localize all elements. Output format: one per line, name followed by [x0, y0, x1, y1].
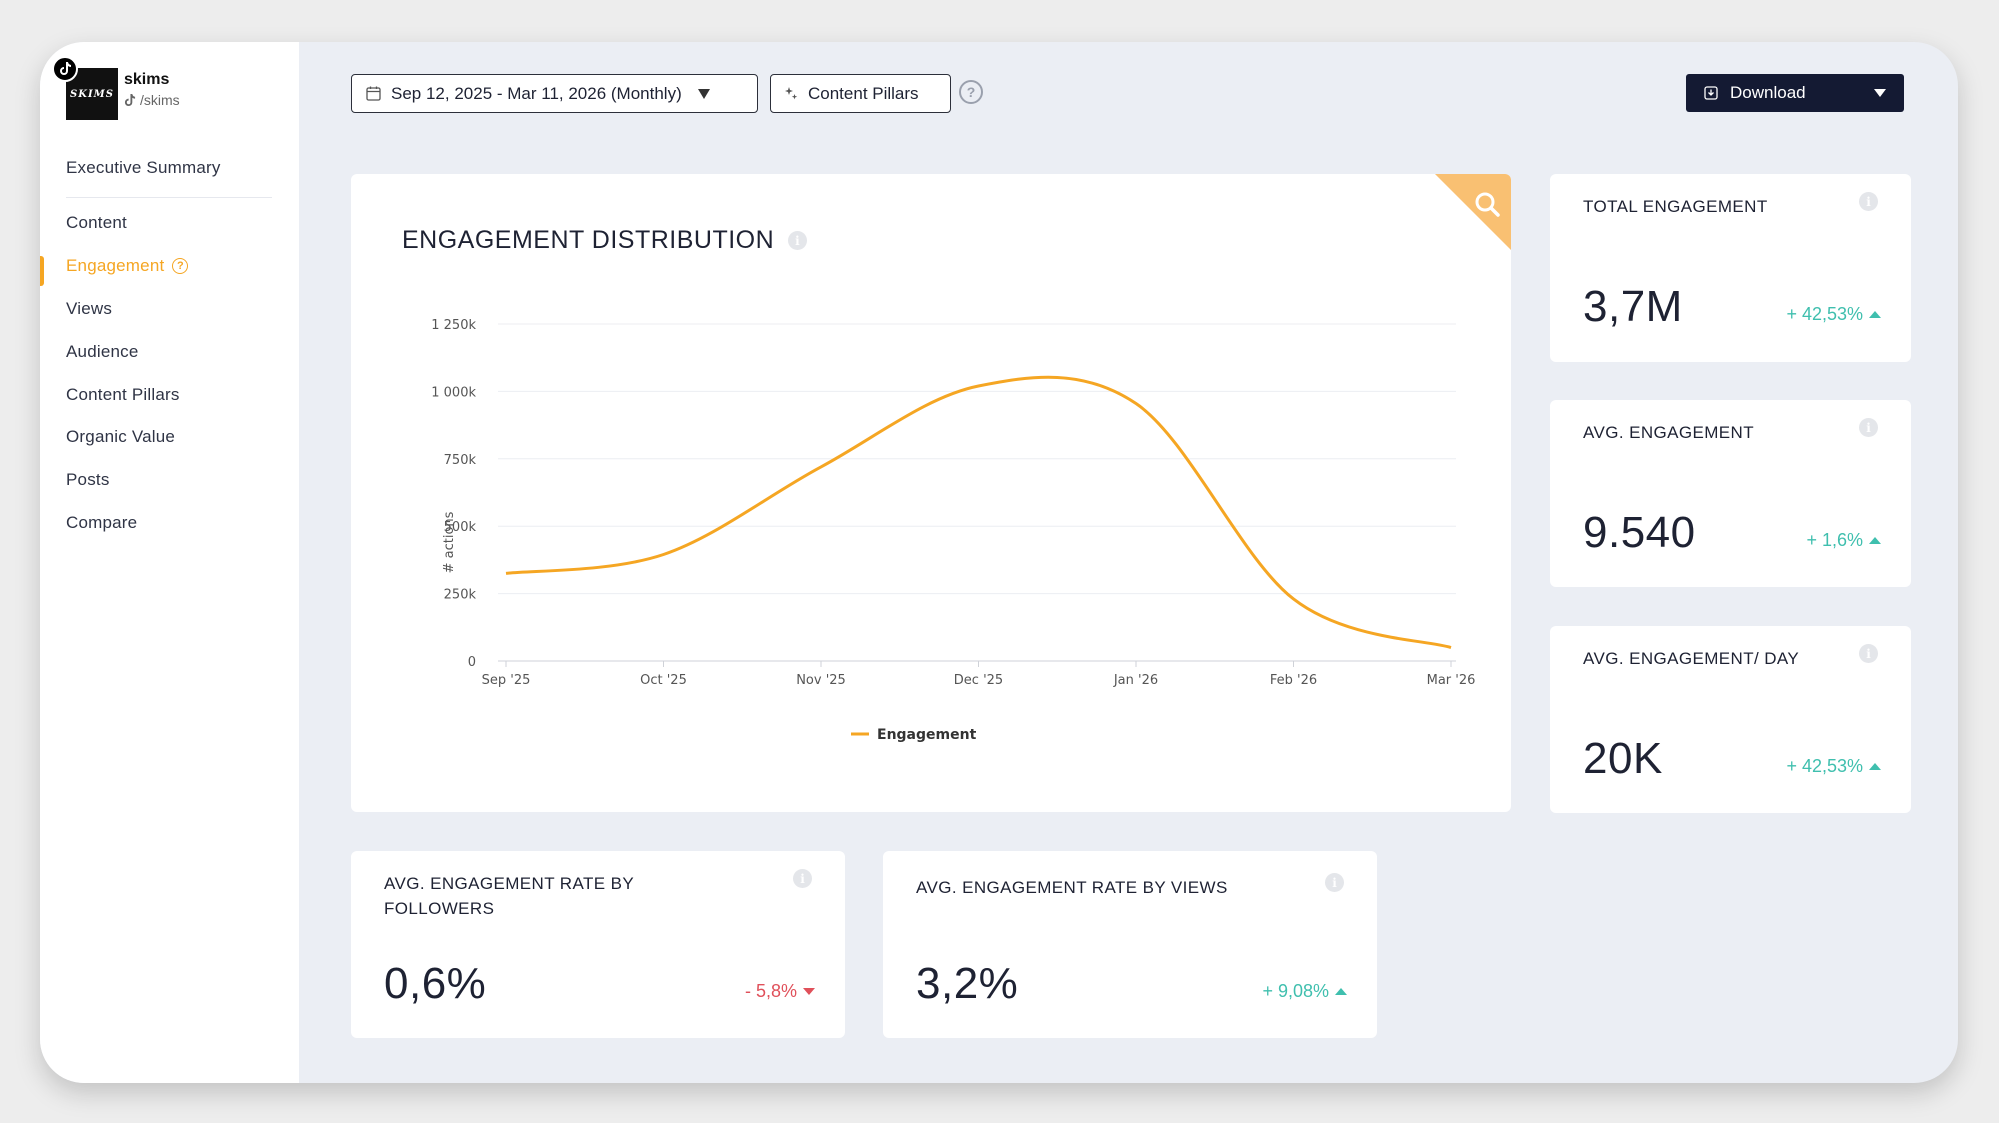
sidebar: SKIMS skims /skims Executive Summary Con… [40, 42, 299, 1083]
stat-change-text: + 42,53% [1786, 304, 1863, 324]
legend-label[interactable]: Engagement [877, 727, 977, 743]
nav-posts[interactable]: Posts [66, 470, 110, 489]
x-tick-label: Jan '26 [1113, 673, 1158, 688]
stat-value: 9.540 [1583, 508, 1696, 557]
date-range-select[interactable]: Sep 12, 2025 - Mar 11, 2026 (Monthly) [351, 74, 758, 113]
x-tick-label: Feb '26 [1270, 673, 1317, 688]
download-button[interactable]: Download [1686, 74, 1904, 112]
arrow-up-icon [1869, 763, 1881, 770]
info-icon[interactable]: i [1859, 418, 1878, 437]
y-tick-label: 250k [444, 588, 477, 603]
stat-label: TOTAL ENGAGEMENT [1583, 197, 1768, 216]
series-line-engagement [505, 375, 1452, 649]
info-icon[interactable]: i [1325, 873, 1344, 892]
nav-engagement-label: Engagement [66, 256, 165, 275]
engagement-line-chart: 0 250k 500k 750k 1 000k 1 250k Sep '25 Oct '25 N… [431, 318, 1476, 743]
stat-change-text: + 1,6% [1806, 530, 1863, 550]
info-icon[interactable]: i [788, 231, 808, 250]
stat-card-avg-engagement: AVG. ENGAGEMENT i 9.540 + 1,6% [1550, 400, 1911, 587]
arrow-up-icon [1869, 537, 1881, 544]
nav-views[interactable]: Views [66, 299, 113, 318]
x-tick-label: Mar '26 [1427, 673, 1476, 688]
stat-value: 3,2% [916, 959, 1019, 1008]
calendar-icon [366, 86, 381, 101]
chevron-down-icon [697, 88, 710, 99]
nav-active-indicator [40, 256, 44, 286]
date-range-value: Sep 12, 2025 - Mar 11, 2026 (Monthly) [391, 83, 682, 103]
x-tick-label: Nov '25 [796, 673, 846, 688]
stat-change: + 9,08% [1262, 981, 1347, 1002]
question-icon[interactable]: ? [172, 258, 189, 274]
stat-label: AVG. ENGAGEMENT/ DAY [1583, 649, 1800, 668]
y-tick-label: 750k [444, 453, 477, 468]
download-label: Download [1730, 83, 1806, 102]
nav-content-pillars[interactable]: Content Pillars [66, 385, 180, 404]
stat-change-text: + 9,08% [1262, 981, 1329, 1001]
profile-name: skims [124, 71, 170, 88]
engagement-distribution-card: ENGAGEMENT DISTRIBUTION i 0 250k 500k 750k 1… [351, 174, 1511, 812]
search-icon[interactable] [1475, 192, 1500, 217]
info-icon[interactable]: i [793, 869, 812, 888]
zoom-corner[interactable] [1435, 174, 1511, 250]
nav-compare[interactable]: Compare [66, 513, 138, 532]
arrow-up-icon [1869, 311, 1881, 318]
y-tick-label: 1 000k [431, 385, 476, 400]
nav-content[interactable]: Content [66, 213, 127, 232]
info-icon[interactable]: i [1859, 644, 1878, 663]
profile-header[interactable]: SKIMS skims /skims [52, 56, 286, 128]
stat-value: 0,6% [384, 959, 487, 1008]
content-pillars-button[interactable]: Content Pillars [770, 74, 951, 113]
stat-label: AVG. ENGAGEMENT RATE BY FOLLOWERS [384, 874, 634, 918]
stat-change-text: + 42,53% [1786, 756, 1863, 776]
x-tick-label: Sep '25 [482, 673, 531, 688]
arrow-down-icon [803, 988, 815, 995]
stat-card-rate-followers: AVG. ENGAGEMENT RATE BY FOLLOWERS i 0,6%… [351, 851, 845, 1038]
question-icon[interactable]: ? [959, 80, 983, 104]
profile-handle: /skims [124, 92, 180, 108]
stat-label: AVG. ENGAGEMENT RATE BY VIEWS [916, 878, 1228, 897]
nav-organic-value[interactable]: Organic Value [66, 427, 176, 446]
y-axis-label: # actions [442, 511, 457, 573]
chevron-down-icon[interactable] [1874, 89, 1886, 97]
stat-card-total-engagement: TOTAL ENGAGEMENT i 3,7M + 42,53% [1550, 174, 1911, 362]
info-icon[interactable]: i [1859, 192, 1878, 211]
chart-title-row: ENGAGEMENT DISTRIBUTION i [402, 226, 808, 255]
arrow-up-icon [1335, 988, 1347, 995]
stat-label: AVG. ENGAGEMENT [1583, 423, 1754, 442]
app-window: SKIMS skims /skims Executive Summary Con… [40, 42, 1958, 1083]
stat-change: + 42,53% [1786, 756, 1881, 777]
tiktok-icon [124, 93, 136, 106]
tiktok-icon [52, 56, 78, 82]
stat-change: + 42,53% [1786, 304, 1881, 325]
y-tick-label: 1 250k [431, 318, 476, 333]
stat-card-avg-engagement-day: AVG. ENGAGEMENT/ DAY i 20K + 42,53% [1550, 626, 1911, 813]
chart-title: ENGAGEMENT DISTRIBUTION [402, 226, 775, 254]
x-tick-label: Oct '25 [640, 673, 687, 688]
stat-change: - 5,8% [745, 981, 815, 1002]
nav-engagement[interactable]: Engagement ? [66, 256, 189, 276]
x-tick-label: Dec '25 [954, 673, 1003, 688]
brand-logo-text: SKIMS [70, 88, 114, 100]
nav-divider [66, 197, 272, 198]
download-icon [1704, 86, 1718, 100]
stat-change: + 1,6% [1806, 530, 1881, 551]
nav-executive-summary[interactable]: Executive Summary [66, 158, 221, 177]
stat-value: 3,7M [1583, 282, 1683, 331]
stat-value: 20K [1583, 734, 1663, 783]
sparkle-icon [785, 86, 798, 99]
profile-handle-text: /skims [140, 92, 180, 108]
stat-change-text: - 5,8% [744, 981, 797, 1001]
y-tick-label: 500k [444, 520, 477, 535]
stat-card-rate-views: AVG. ENGAGEMENT RATE BY VIEWS i 3,2% + 9… [883, 851, 1377, 1038]
content-pillars-label: Content Pillars [808, 83, 919, 103]
y-tick-label: 0 [468, 655, 476, 670]
nav-audience[interactable]: Audience [66, 342, 139, 361]
